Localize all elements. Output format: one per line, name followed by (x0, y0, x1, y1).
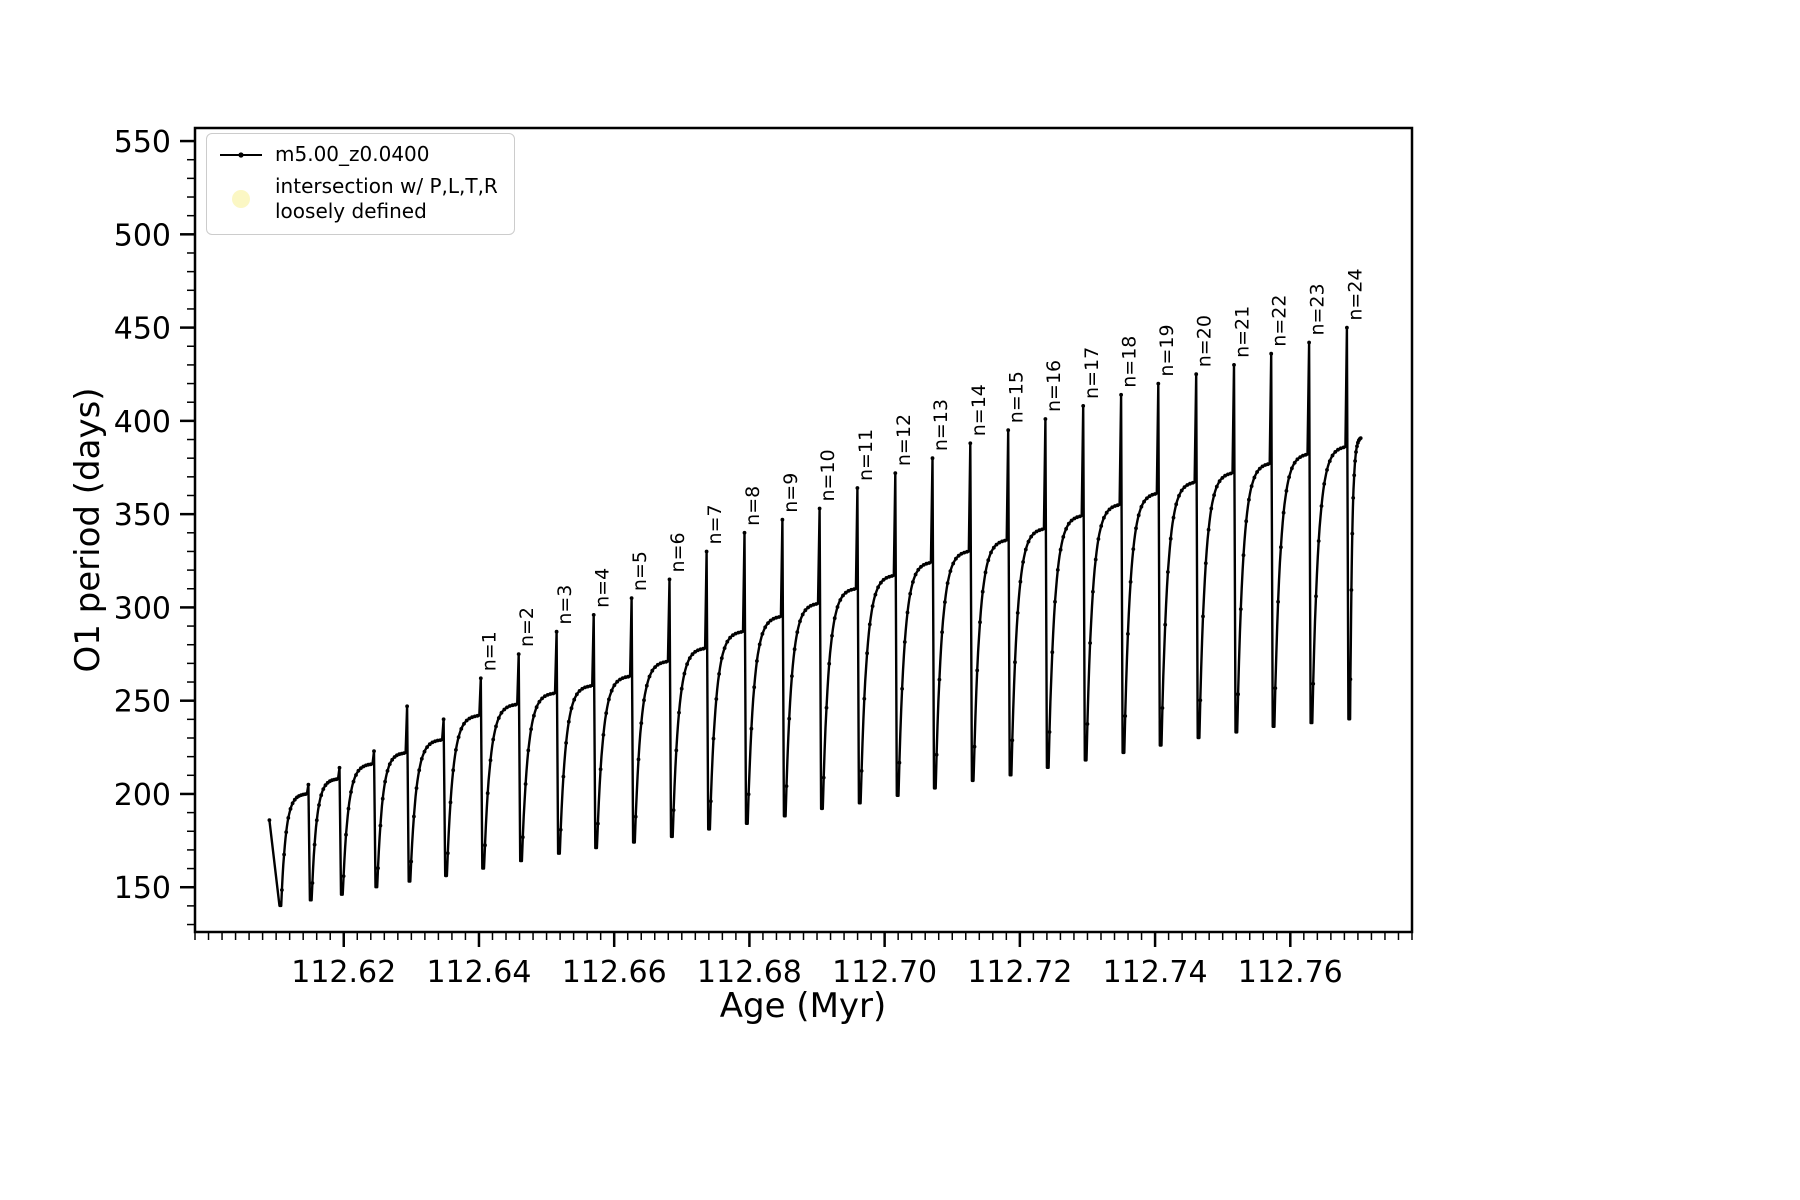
mode-label: n=10 (817, 449, 839, 501)
intersection-marker-icon (232, 190, 250, 208)
x-tick-label: 112.62 (291, 955, 396, 990)
x-tick-label: 112.76 (1238, 955, 1343, 990)
series-line (268, 326, 1363, 908)
mode-label: n=4 (591, 568, 613, 608)
y-tick-label: 500 (114, 218, 171, 253)
mode-label: n=3 (554, 585, 576, 625)
y-tick-label: 150 (114, 871, 171, 906)
x-tick-label: 112.74 (1103, 955, 1208, 990)
y-tick-label: 250 (114, 685, 171, 720)
plot-border (193, 126, 1414, 934)
mode-label: n=2 (516, 607, 538, 647)
y-tick-label: 300 (114, 591, 171, 626)
mode-label: n=21 (1232, 306, 1254, 358)
y-axis-label: O1 period (days) (68, 387, 108, 673)
mode-label: n=13 (930, 399, 952, 451)
mode-label: n=7 (704, 504, 726, 544)
y-axis-ticks: 150 200 250 300 350 400 450 500 550 (114, 125, 195, 926)
mode-label: n=14 (968, 384, 990, 436)
x-tick-label: 112.72 (967, 955, 1072, 990)
mode-label: n=5 (629, 551, 651, 591)
y-tick-label: 550 (114, 125, 171, 160)
y-tick-label: 200 (114, 778, 171, 813)
x-tick-label: 112.64 (426, 955, 531, 990)
mode-label: n=22 (1269, 295, 1291, 347)
legend-series-label: m5.00_z0.0400 (275, 142, 430, 166)
x-axis-label: Age (Myr) (719, 986, 887, 1026)
mode-label: n=12 (893, 414, 915, 466)
x-axis-ticks: 112.62 112.64 112.66 112.68 112.70 112.72 112.… (194, 932, 1413, 990)
legend-entry-series: m5.00_z0.0400 (217, 142, 498, 167)
legend-intersection-line2: loosely defined (275, 199, 427, 223)
mode-label: n=19 (1156, 324, 1178, 376)
legend: m5.00_z0.0400 intersection w/ P,L,T,R lo… (206, 133, 515, 235)
x-tick-label: 112.70 (832, 955, 937, 990)
legend-entry-intersection: intersection w/ P,L,T,R loosely defined (217, 174, 498, 224)
mode-label: n=1 (478, 631, 500, 671)
y-tick-label: 450 (114, 312, 171, 347)
x-tick-label: 112.66 (562, 955, 667, 990)
mode-label: n=9 (780, 473, 802, 513)
mode-label: n=24 (1344, 268, 1366, 320)
mode-label: n=17 (1081, 347, 1103, 399)
mode-label: n=11 (855, 429, 877, 481)
mode-label: n=15 (1006, 371, 1028, 423)
mode-label: n=8 (742, 486, 764, 526)
mode-labels: n=1 n=2 n=3 n=4 n=5 n=6 n=7 n=8 n=9 n=10 n=11 n=12 n… (478, 268, 1366, 671)
mode-label: n=20 (1194, 315, 1216, 367)
y-tick-label: 350 (114, 498, 171, 533)
series-markers (267, 325, 1363, 892)
y-tick-label: 400 (114, 405, 171, 440)
mode-label: n=23 (1307, 283, 1329, 335)
mode-label: n=16 (1043, 360, 1065, 412)
series-line-marker-icon (220, 151, 262, 158)
mode-label: n=6 (667, 532, 689, 572)
x-tick-label: 112.68 (697, 955, 802, 990)
legend-intersection-label: intersection w/ P,L,T,R loosely defined (275, 174, 498, 224)
mode-label: n=18 (1119, 336, 1141, 388)
legend-intersection-line1: intersection w/ P,L,T,R (275, 174, 498, 198)
